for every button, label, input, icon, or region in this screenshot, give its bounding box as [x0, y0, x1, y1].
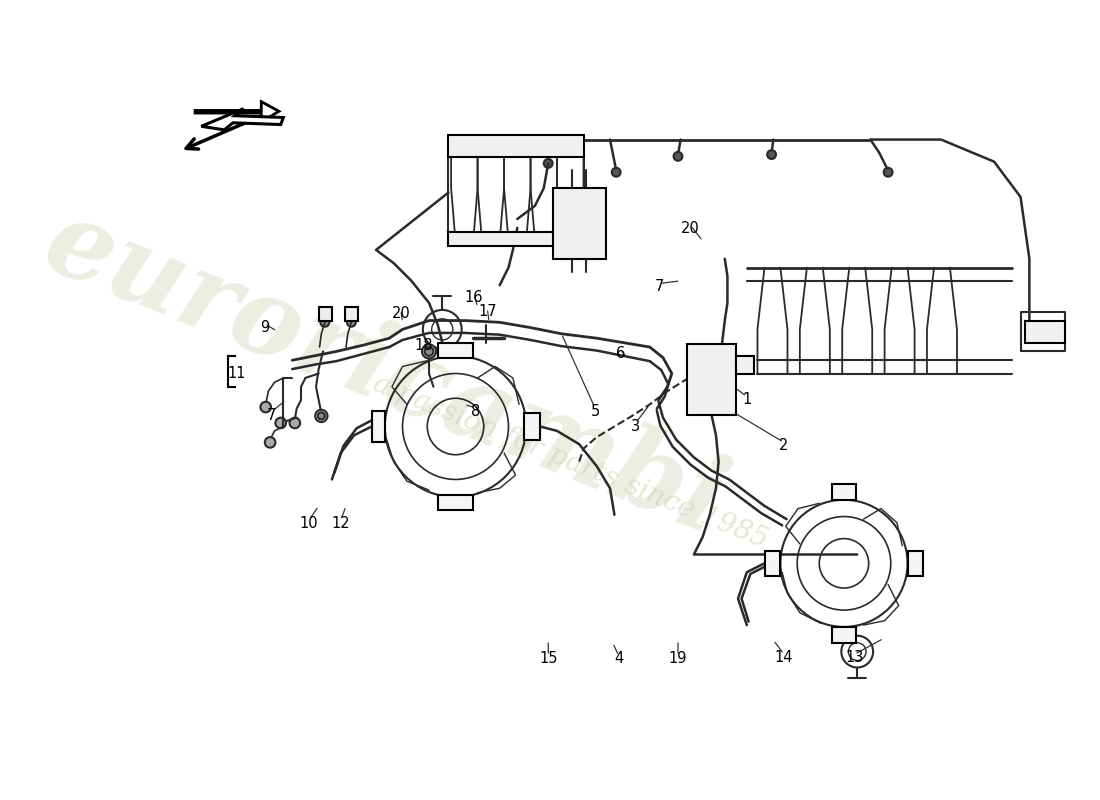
Polygon shape [319, 307, 332, 321]
Polygon shape [764, 551, 780, 576]
Circle shape [883, 168, 892, 177]
Text: 13: 13 [846, 650, 864, 666]
Circle shape [320, 318, 329, 326]
Text: 8: 8 [471, 404, 481, 419]
Polygon shape [686, 344, 736, 415]
Text: 4: 4 [614, 651, 624, 666]
Polygon shape [201, 109, 284, 130]
Polygon shape [525, 414, 540, 440]
Circle shape [425, 347, 433, 356]
Text: euroricambi: euroricambi [30, 190, 740, 557]
Polygon shape [832, 484, 856, 500]
Circle shape [422, 344, 436, 358]
Text: 10: 10 [299, 516, 318, 531]
Polygon shape [372, 410, 385, 442]
Text: 15: 15 [539, 651, 558, 666]
Circle shape [275, 418, 286, 428]
Text: 14: 14 [774, 650, 793, 666]
Polygon shape [908, 551, 923, 576]
Circle shape [346, 318, 355, 326]
Text: 1: 1 [742, 393, 751, 407]
Text: 5: 5 [591, 404, 600, 419]
Circle shape [767, 150, 775, 159]
Text: 20: 20 [392, 306, 410, 321]
Text: 18: 18 [415, 338, 433, 353]
Text: 16: 16 [465, 290, 483, 305]
Polygon shape [1025, 321, 1065, 342]
Polygon shape [736, 356, 754, 374]
Text: 19: 19 [669, 651, 688, 666]
Text: a passion for parts since 1985: a passion for parts since 1985 [368, 370, 772, 554]
Circle shape [318, 412, 324, 419]
Polygon shape [345, 307, 359, 321]
Text: 17: 17 [478, 304, 496, 319]
Polygon shape [195, 102, 279, 122]
Text: 7: 7 [267, 407, 276, 422]
Polygon shape [552, 188, 606, 258]
Polygon shape [832, 627, 856, 642]
Text: 12: 12 [331, 516, 350, 531]
Circle shape [289, 418, 300, 428]
Text: 11: 11 [228, 366, 245, 381]
Text: 3: 3 [631, 419, 640, 434]
Circle shape [673, 152, 682, 161]
Text: 9: 9 [261, 320, 270, 335]
Polygon shape [449, 135, 583, 158]
Text: 2: 2 [779, 438, 789, 454]
Circle shape [261, 402, 271, 412]
Polygon shape [438, 495, 473, 510]
Polygon shape [438, 342, 473, 358]
Circle shape [543, 159, 552, 168]
Circle shape [612, 168, 620, 177]
Polygon shape [449, 232, 583, 246]
Circle shape [265, 437, 275, 448]
Text: 7: 7 [654, 279, 664, 294]
Circle shape [315, 410, 328, 422]
Text: 6: 6 [616, 346, 625, 361]
Text: 20: 20 [681, 222, 700, 236]
